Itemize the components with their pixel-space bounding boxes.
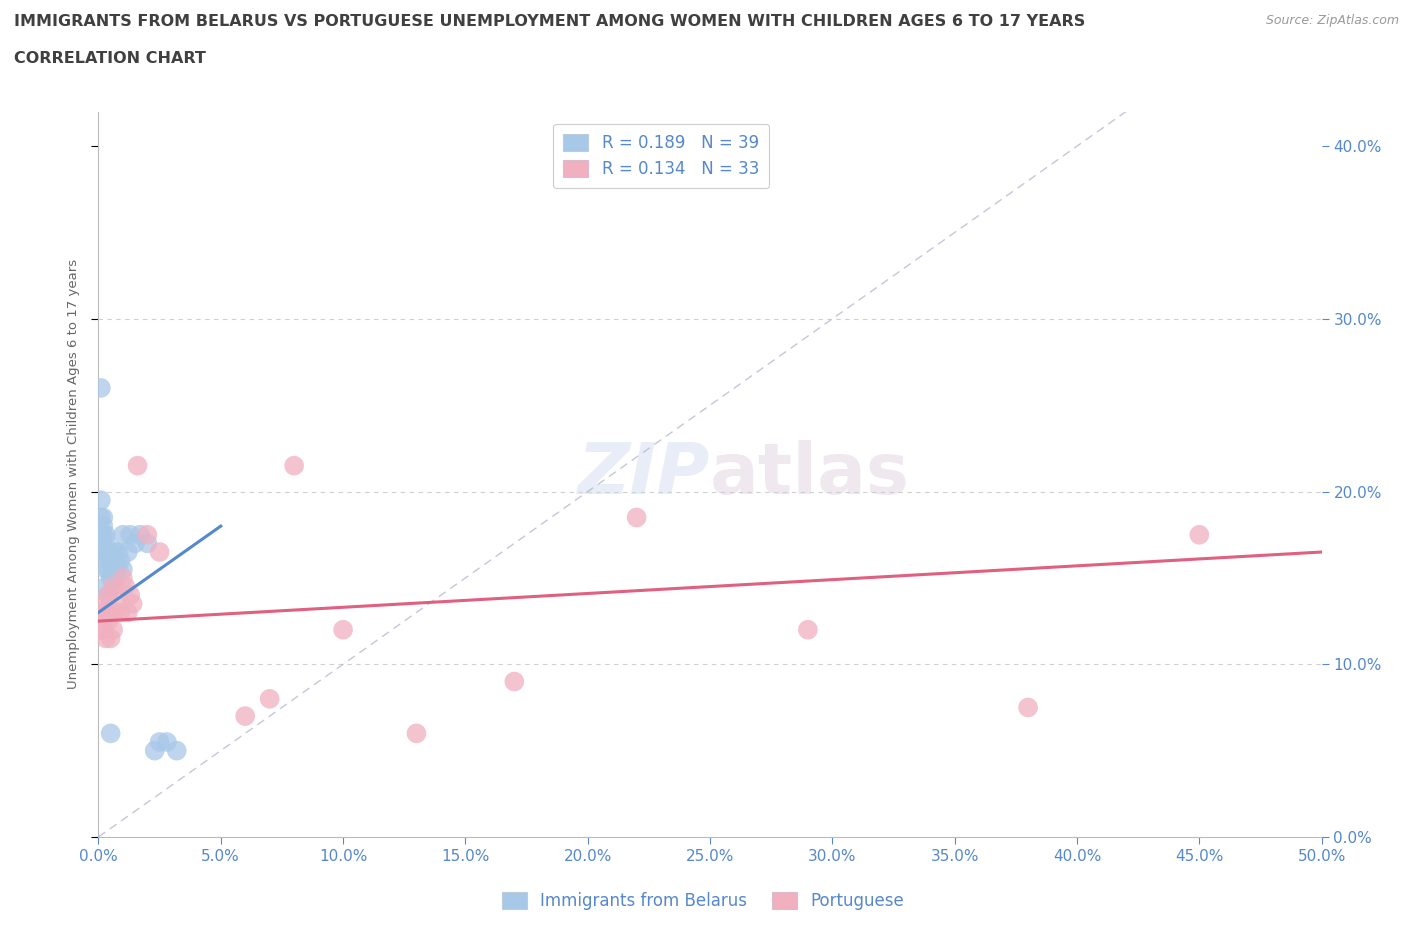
Point — [149, 545, 172, 560]
Point — [104, 545, 127, 560]
Point — [129, 527, 152, 542]
Point — [1017, 700, 1039, 715]
Point — [94, 631, 117, 645]
Point — [166, 743, 188, 758]
Point — [100, 605, 122, 620]
Point — [149, 735, 172, 750]
Point — [120, 588, 142, 603]
Text: IMMIGRANTS FROM BELARUS VS PORTUGUESE UNEMPLOYMENT AMONG WOMEN WITH CHILDREN AGE: IMMIGRANTS FROM BELARUS VS PORTUGUESE UN… — [14, 14, 1085, 29]
Point — [503, 674, 526, 689]
Legend: R = 0.189   N = 39, R = 0.134   N = 33: R = 0.189 N = 39, R = 0.134 N = 33 — [553, 124, 769, 188]
Point — [114, 579, 136, 594]
Point — [100, 553, 122, 568]
Point — [110, 605, 132, 620]
Point — [100, 570, 122, 585]
Point — [101, 622, 124, 637]
Point — [97, 588, 120, 603]
Point — [117, 545, 139, 560]
Point — [90, 605, 112, 620]
Point — [136, 536, 159, 551]
Point — [283, 458, 305, 473]
Point — [91, 527, 114, 542]
Point — [91, 510, 114, 525]
Text: CORRELATION CHART: CORRELATION CHART — [14, 51, 205, 66]
Point — [97, 545, 120, 560]
Point — [121, 596, 143, 611]
Point — [1188, 527, 1211, 542]
Point — [111, 570, 134, 585]
Point — [107, 588, 129, 603]
Point — [136, 527, 159, 542]
Point — [101, 553, 124, 568]
Point — [104, 605, 127, 620]
Point — [90, 493, 112, 508]
Point — [104, 570, 127, 585]
Point — [94, 527, 117, 542]
Point — [127, 458, 149, 473]
Point — [94, 579, 117, 594]
Point — [101, 579, 124, 594]
Point — [626, 510, 648, 525]
Point — [797, 622, 820, 637]
Point — [97, 588, 120, 603]
Point — [97, 614, 120, 629]
Point — [90, 380, 112, 395]
Point — [100, 545, 122, 560]
Point — [97, 562, 120, 577]
Point — [91, 622, 114, 637]
Point — [124, 536, 146, 551]
Point — [90, 527, 112, 542]
Point — [94, 545, 117, 560]
Legend: Immigrants from Belarus, Portuguese: Immigrants from Belarus, Portuguese — [495, 885, 911, 917]
Point — [143, 743, 166, 758]
Point — [107, 562, 129, 577]
Point — [100, 631, 122, 645]
Point — [91, 545, 114, 560]
Point — [94, 562, 117, 577]
Point — [117, 605, 139, 620]
Point — [94, 605, 117, 620]
Point — [97, 553, 120, 568]
Point — [107, 545, 129, 560]
Point — [91, 519, 114, 534]
Point — [156, 735, 179, 750]
Y-axis label: Unemployment Among Women with Children Ages 6 to 17 years: Unemployment Among Women with Children A… — [67, 259, 80, 689]
Point — [111, 527, 134, 542]
Point — [100, 726, 122, 741]
Point — [101, 562, 124, 577]
Text: ZIP: ZIP — [578, 440, 710, 509]
Point — [90, 510, 112, 525]
Point — [90, 622, 112, 637]
Point — [405, 726, 427, 741]
Point — [332, 622, 354, 637]
Point — [233, 709, 256, 724]
Point — [94, 536, 117, 551]
Text: Source: ZipAtlas.com: Source: ZipAtlas.com — [1265, 14, 1399, 27]
Point — [259, 691, 281, 706]
Point — [91, 596, 114, 611]
Text: atlas: atlas — [710, 440, 910, 509]
Point — [110, 553, 132, 568]
Point — [111, 562, 134, 577]
Point — [120, 527, 142, 542]
